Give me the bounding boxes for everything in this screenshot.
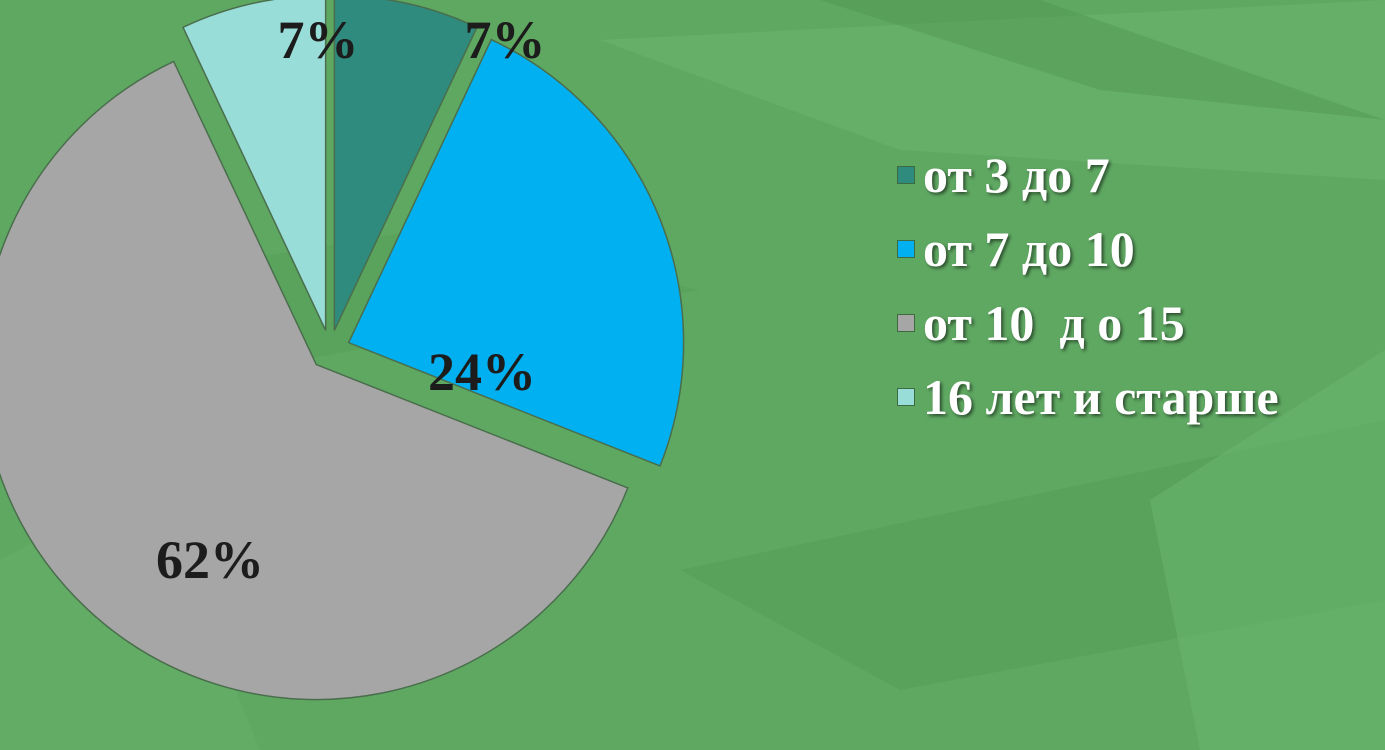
legend-label: от 10 д о 15	[923, 295, 1185, 351]
data-label: 7%	[465, 10, 546, 70]
legend-item: от 3 до 7	[897, 138, 1279, 212]
leaf-shape	[820, 0, 1385, 120]
pie-slice	[347, 38, 685, 467]
pie-slice	[333, 0, 478, 331]
data-label: 7%	[278, 10, 359, 70]
chart-legend: от 3 до 7 от 7 до 10 от 10 д о 15 16 лет…	[897, 138, 1279, 434]
data-label: 62%	[156, 530, 264, 590]
leaf-shape	[600, 0, 1385, 180]
legend-item: от 10 д о 15	[897, 286, 1279, 360]
legend-swatch	[897, 388, 915, 406]
legend-label: 16 лет и старше	[923, 369, 1279, 425]
pie-slices	[0, 0, 685, 701]
legend-label: от 3 до 7	[923, 147, 1110, 203]
legend-item: 16 лет и старше	[897, 360, 1279, 434]
legend-item: от 7 до 10	[897, 212, 1279, 286]
pie-slice	[0, 60, 629, 701]
legend-swatch	[897, 314, 915, 332]
pie-slice	[182, 0, 327, 331]
leaf-shape	[1150, 350, 1385, 750]
legend-swatch	[897, 166, 915, 184]
data-label: 24%	[428, 342, 536, 402]
legend-swatch	[897, 240, 915, 258]
pie-chart: 7% 24% 62% 7%	[0, 0, 685, 701]
pie-data-labels: 7% 24% 62% 7%	[156, 10, 546, 590]
legend-label: от 7 до 10	[923, 221, 1135, 277]
